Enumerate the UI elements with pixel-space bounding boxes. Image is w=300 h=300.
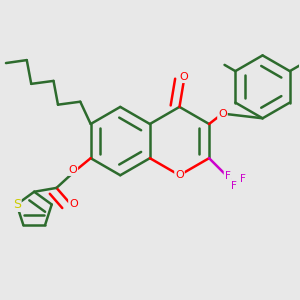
Text: O: O — [68, 165, 77, 175]
Text: S: S — [13, 198, 21, 211]
Text: F: F — [240, 174, 246, 184]
Text: F: F — [230, 182, 236, 191]
Text: O: O — [69, 199, 78, 208]
Text: O: O — [175, 170, 184, 180]
Text: O: O — [218, 109, 227, 118]
Text: F: F — [225, 171, 230, 181]
Text: O: O — [180, 72, 188, 82]
